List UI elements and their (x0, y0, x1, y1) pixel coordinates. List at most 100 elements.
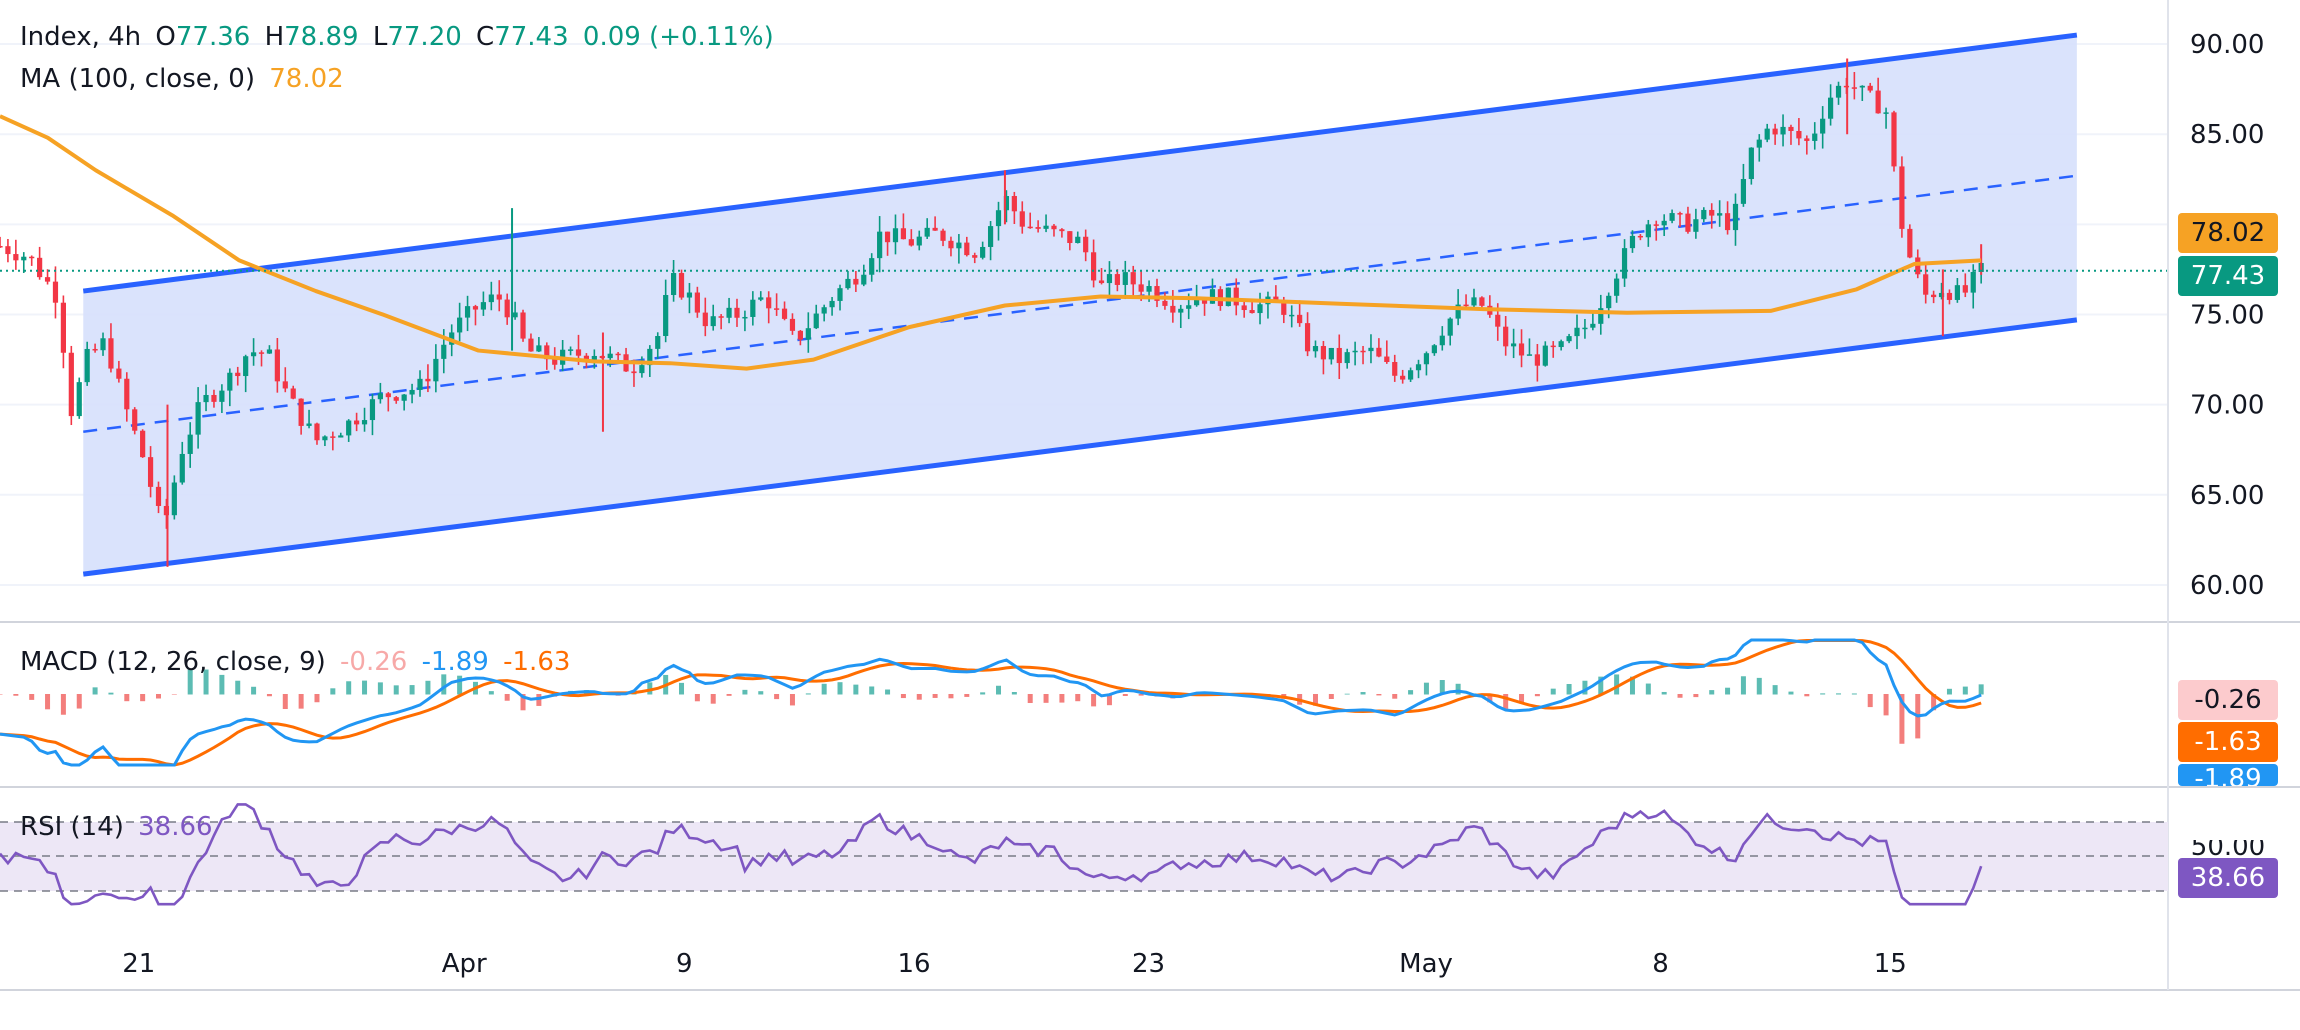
macd-histogram-bar (171, 694, 177, 695)
candle-body (250, 352, 257, 357)
macd-histogram-bar (282, 694, 288, 710)
candle-body (1923, 274, 1929, 295)
macd-line-tag: -1.89 (2178, 764, 2278, 786)
candle-body (536, 345, 542, 352)
channel-fill (83, 35, 2077, 575)
rsi-line (0, 803, 1983, 906)
candle-body (980, 246, 986, 258)
candle-body (1241, 305, 1247, 311)
candle-body (861, 274, 867, 285)
candle-body (1423, 353, 1430, 365)
candle-body (1447, 318, 1453, 336)
candle-body (1590, 323, 1596, 328)
candle-body (385, 393, 391, 398)
candle-body (1439, 335, 1445, 346)
macd-histogram-bar (1946, 688, 1952, 695)
macd-histogram-bar (314, 694, 320, 703)
candle-body (314, 423, 320, 441)
candle-body (512, 312, 518, 318)
macd-histogram-bar (1772, 685, 1778, 695)
candle-body (1946, 292, 1953, 300)
macd-histogram-bar (1677, 694, 1683, 698)
candle-body (1289, 314, 1295, 317)
candle-body (203, 394, 209, 403)
macd-histogram-bar (124, 694, 130, 702)
candle-body (361, 420, 368, 425)
candle-body (1709, 209, 1715, 216)
macd-histogram-bar (1756, 677, 1762, 695)
candle-body (496, 294, 502, 300)
candle-body (1320, 346, 1327, 360)
candle-body (1194, 298, 1200, 306)
macd-histogram-bar (1027, 694, 1033, 704)
candle-body (1336, 347, 1342, 364)
macd-histogram-bar (1344, 693, 1350, 695)
candle-body (1162, 300, 1168, 306)
candle-body (552, 359, 558, 365)
candle-body (1772, 128, 1778, 135)
candle-body (1114, 274, 1120, 285)
candle-body (583, 355, 590, 361)
candle-body (940, 230, 946, 241)
macd-histogram-bar (1423, 682, 1429, 695)
macd-histogram-bar (425, 680, 431, 695)
candle-body (187, 434, 193, 454)
candle-body (1614, 278, 1620, 296)
candle-body (417, 378, 423, 390)
candle-body (607, 353, 613, 359)
candle-body (884, 231, 891, 243)
macd-histogram-bar (330, 688, 336, 695)
candle-body (1479, 297, 1485, 306)
macd-histogram-bar (1836, 693, 1842, 695)
low-value: 77.20 (387, 22, 462, 52)
macd-histogram-bar (1106, 694, 1112, 706)
candle-body (869, 258, 875, 275)
candle-body (425, 378, 431, 382)
candle-body (266, 349, 273, 354)
macd-histogram-bar (1376, 694, 1382, 696)
candle-body (227, 372, 233, 391)
candle-body (710, 316, 716, 327)
candle-body (1511, 343, 1517, 347)
candle-body (734, 307, 740, 318)
x-tick-label: 15 (1874, 949, 1907, 979)
candle-body (1685, 213, 1691, 232)
macd-histogram-bar (996, 685, 1002, 695)
macd-hist-tag: -0.26 (2178, 680, 2278, 720)
macd-histogram-bar (1820, 693, 1826, 695)
macd-histogram-bar (1122, 694, 1128, 696)
candle-body (813, 313, 819, 329)
macd-histogram-bar (821, 683, 827, 695)
macd-histogram-bar (203, 669, 209, 695)
candle-body (369, 399, 376, 421)
candle-body (488, 294, 494, 303)
candle-body (797, 330, 803, 340)
x-tick-label: Apr (442, 949, 487, 979)
macd-histogram-bar (1328, 694, 1334, 699)
candle-body (1392, 361, 1398, 376)
candle-body (1400, 375, 1406, 380)
candle-body (1098, 280, 1105, 284)
candle-body (306, 423, 312, 426)
close-price-tag: 77.43 (2178, 256, 2278, 296)
change-value: 0.09 (+0.11%) (582, 22, 774, 52)
ma-price-tag: 78.02 (2178, 213, 2278, 253)
candle-body (1661, 220, 1667, 226)
candle-body (472, 306, 479, 310)
candle-body (956, 242, 962, 249)
candle-body (377, 393, 383, 400)
candle-body (686, 292, 693, 298)
candle-body (1962, 285, 1968, 293)
candle-body (147, 457, 154, 487)
macd-histogram-bar (155, 694, 161, 699)
macd-histogram-bar (0, 694, 3, 695)
macd-histogram-bar (536, 694, 542, 706)
macd-label: MACD (12, 26, close, 9) (20, 647, 326, 677)
candle-body (1804, 138, 1810, 141)
candle-body (1471, 297, 1477, 306)
macd-histogram-bar (726, 694, 732, 696)
macd-line (0, 638, 1982, 767)
macd-histogram-bar (1645, 683, 1651, 695)
